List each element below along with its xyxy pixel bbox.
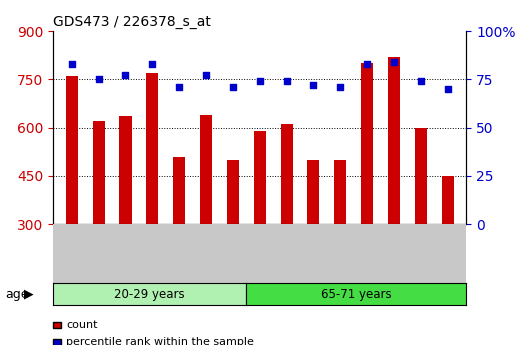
Bar xyxy=(388,57,400,224)
Point xyxy=(417,79,425,84)
Point xyxy=(309,82,317,88)
Bar xyxy=(227,160,239,224)
Bar xyxy=(66,76,78,224)
Point xyxy=(67,61,76,67)
Text: ▶: ▶ xyxy=(24,288,34,300)
Point xyxy=(94,77,103,82)
Text: GDS473 / 226378_s_at: GDS473 / 226378_s_at xyxy=(53,14,211,29)
Bar xyxy=(254,131,266,224)
Bar xyxy=(93,121,105,224)
Bar xyxy=(280,125,293,224)
Bar xyxy=(146,73,158,224)
Point xyxy=(390,59,398,65)
Bar xyxy=(119,116,131,224)
Point xyxy=(363,61,372,67)
Text: 65-71 years: 65-71 years xyxy=(321,288,392,300)
Point xyxy=(255,79,264,84)
Bar xyxy=(200,115,212,224)
Bar xyxy=(173,157,185,224)
Bar xyxy=(415,128,427,224)
Text: 20-29 years: 20-29 years xyxy=(114,288,185,300)
Text: count: count xyxy=(66,320,98,330)
Bar xyxy=(307,160,320,224)
Text: percentile rank within the sample: percentile rank within the sample xyxy=(66,337,254,345)
Bar xyxy=(361,63,373,224)
Bar xyxy=(334,160,346,224)
Point xyxy=(444,86,452,92)
Point xyxy=(228,84,237,90)
Bar xyxy=(441,176,454,224)
Point xyxy=(336,84,344,90)
Point xyxy=(202,73,210,78)
Point xyxy=(148,61,156,67)
Text: age: age xyxy=(5,288,29,300)
Point xyxy=(282,79,291,84)
Point xyxy=(121,73,130,78)
Point xyxy=(175,84,183,90)
